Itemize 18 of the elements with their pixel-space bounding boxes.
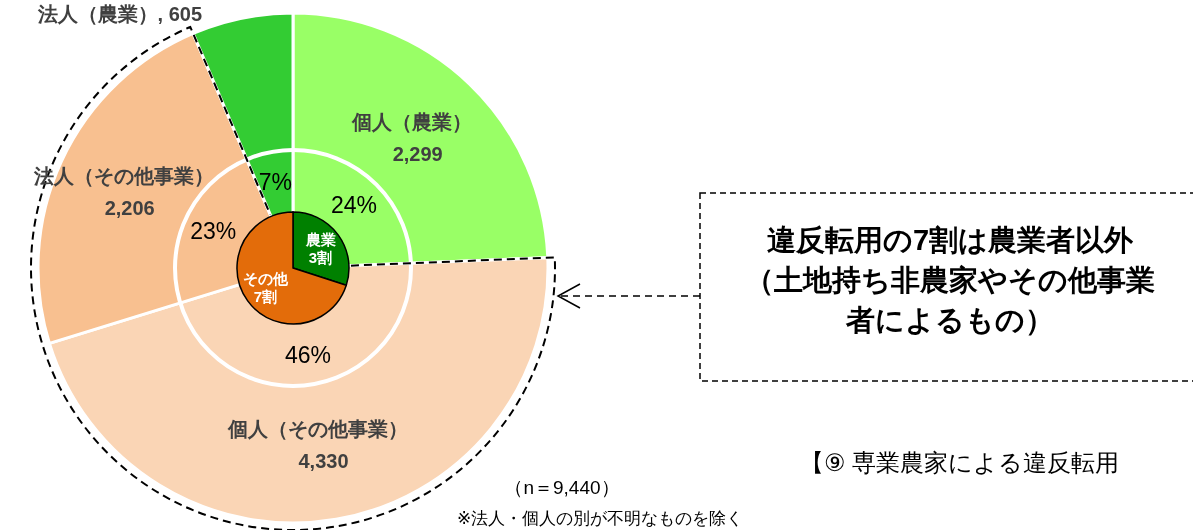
text: （n＝9,440）	[504, 476, 620, 498]
text: 【⑨ 専業農家による違反転用	[800, 448, 1120, 476]
text: 7%	[258, 168, 293, 195]
slice-label: 農業	[304, 230, 336, 248]
text: 24%	[330, 191, 377, 218]
data-label: 2,206	[104, 197, 155, 220]
slice-label: その他	[242, 270, 289, 288]
data-label: 2,299	[392, 143, 443, 166]
slice-label: 法人（農業）, 605	[36, 3, 202, 25]
slice-label: 個人（農業）	[350, 111, 472, 134]
text: 違反転用の7割は農業者以外（土地持ち非農家やその他事業者によるもの）	[744, 223, 1156, 338]
text: ※法人・個人の別が不明なものを除く	[456, 508, 744, 528]
text: 23%	[190, 218, 237, 244]
data-label: 4,330	[298, 450, 349, 473]
text: 46%	[284, 341, 331, 368]
data-label: 7割	[253, 288, 278, 306]
slice-label: 個人（その他事業）	[226, 418, 408, 441]
data-label: 3割	[308, 248, 333, 266]
